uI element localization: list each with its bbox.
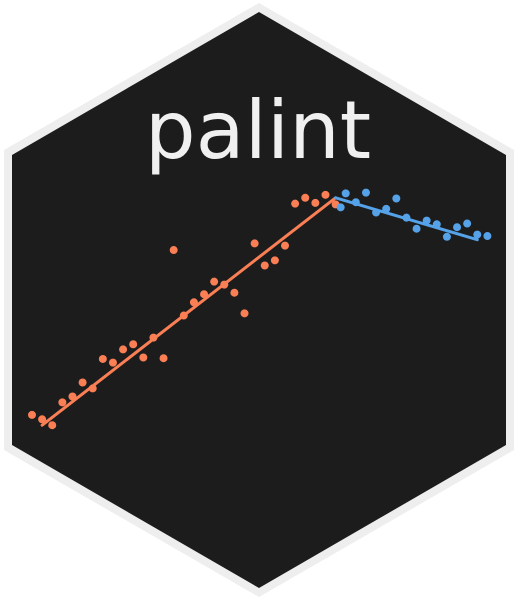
data-point xyxy=(291,199,300,208)
data-point xyxy=(270,256,279,265)
data-point xyxy=(463,219,472,228)
data-point xyxy=(341,189,350,198)
data-point xyxy=(260,261,269,270)
data-point xyxy=(220,280,229,289)
data-point xyxy=(412,224,421,233)
data-point xyxy=(28,410,36,419)
data-point xyxy=(38,415,47,424)
data-point xyxy=(361,188,370,197)
data-point xyxy=(68,392,77,401)
data-point xyxy=(179,311,188,320)
data-point xyxy=(351,198,360,207)
data-point xyxy=(382,204,391,213)
data-point xyxy=(210,277,219,286)
data-point xyxy=(58,398,67,407)
data-point xyxy=(98,354,107,363)
data-point xyxy=(250,239,259,248)
data-point xyxy=(311,198,320,207)
data-point xyxy=(442,232,451,241)
data-point xyxy=(129,340,138,349)
hex-background xyxy=(12,12,506,588)
data-point xyxy=(119,345,128,354)
data-point xyxy=(78,378,87,387)
data-point xyxy=(108,358,117,367)
data-point xyxy=(422,216,431,225)
data-point xyxy=(200,290,209,299)
data-point xyxy=(149,333,158,342)
data-point xyxy=(189,298,198,307)
data-point xyxy=(392,194,401,203)
data-point xyxy=(483,232,492,241)
logo-title: palint xyxy=(145,84,371,177)
data-point xyxy=(48,421,57,430)
data-point xyxy=(281,241,289,250)
data-point xyxy=(336,203,345,212)
data-point xyxy=(230,288,239,297)
data-point xyxy=(301,193,310,202)
data-point xyxy=(453,223,462,232)
data-point xyxy=(432,220,441,229)
scatter-plot xyxy=(28,188,492,430)
data-point xyxy=(402,213,411,222)
data-point xyxy=(169,246,178,255)
data-point xyxy=(473,230,482,239)
data-point xyxy=(88,384,97,393)
data-point xyxy=(240,309,249,318)
data-point xyxy=(321,190,330,199)
data-point xyxy=(372,208,381,217)
data-point xyxy=(159,354,168,363)
data-point xyxy=(139,353,148,362)
